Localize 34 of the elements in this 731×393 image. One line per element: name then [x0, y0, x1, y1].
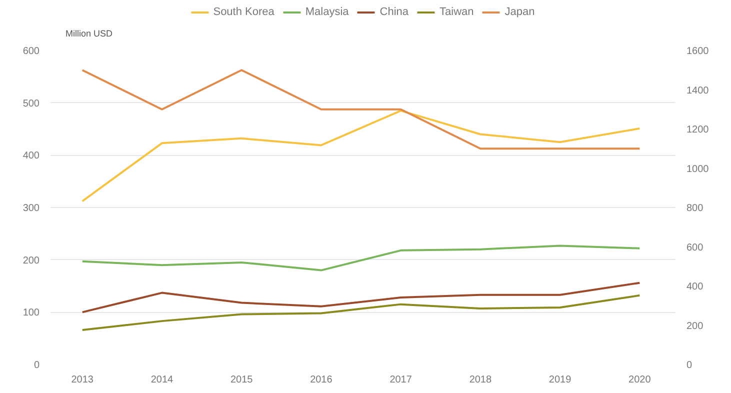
x-tick-label: 2015: [230, 374, 254, 386]
y2-tick-label: 1600: [686, 46, 710, 57]
x-tick-label: 2020: [628, 374, 652, 386]
y-tick-label: 200: [22, 255, 40, 266]
x-tick-label: 2018: [469, 374, 492, 386]
y2-tick-label: 1200: [686, 124, 710, 136]
y-tick-label: 500: [22, 98, 40, 110]
legend-label: Taiwan: [440, 6, 474, 18]
line-series: [81, 294, 641, 331]
line-series: [81, 244, 641, 272]
y2-tick-label: 600: [686, 242, 704, 254]
y2-tick-label: 200: [686, 320, 704, 332]
y-tick-label: 0: [34, 360, 40, 371]
y2-tick-label: 0: [686, 360, 692, 371]
x-tick-label: 2016: [310, 374, 333, 386]
legend-label: South Korea: [213, 6, 274, 18]
legend-label: Japan: [504, 6, 535, 18]
x-tick-label: 2013: [71, 374, 94, 386]
x-tick-label: 2017: [390, 374, 412, 386]
y-axis-title: Million USD: [66, 28, 114, 38]
y-tick-label: 300: [22, 203, 40, 214]
line-series: [81, 282, 641, 314]
y2-tick-label: 800: [686, 203, 704, 214]
y2-tick-label: 1000: [686, 164, 710, 175]
y2-tick-label: 1400: [686, 85, 710, 96]
x-tick-label: 2014: [150, 374, 174, 386]
line-series: [81, 110, 641, 202]
legend-label: China: [380, 6, 409, 18]
y-tick-label: 400: [22, 150, 40, 162]
y-tick-label: 100: [22, 308, 40, 319]
y2-tick-label: 400: [686, 282, 704, 292]
x-tick-label: 2019: [548, 374, 572, 386]
y-tick-label: 600: [22, 46, 40, 57]
legend-label: Malaysia: [305, 6, 349, 18]
